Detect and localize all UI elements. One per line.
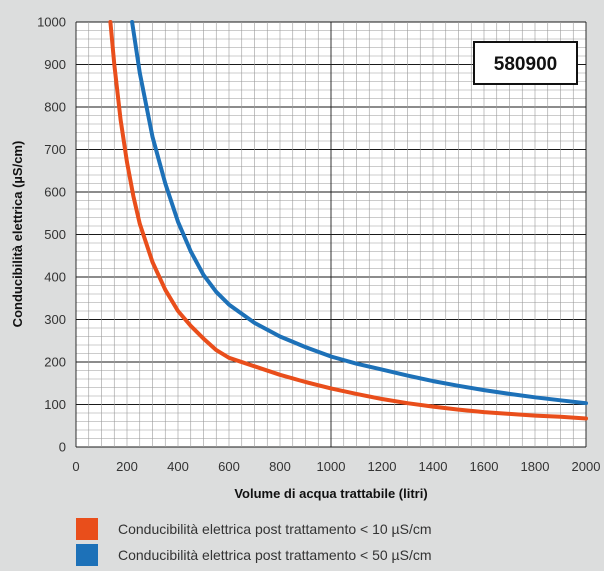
x-tick-label: 800 [269,459,291,474]
product-code: 580900 [494,54,557,75]
x-tick-label: 200 [116,459,138,474]
x-tick-label: 600 [218,459,240,474]
y-tick-label: 500 [44,227,66,242]
y-axis-title: Conducibilità elettrica (µS/cm) [10,141,25,328]
y-tick-label: 900 [44,57,66,72]
y-tick-label: 1000 [37,15,66,30]
x-tick-label: 1000 [317,459,346,474]
series-lines [108,20,588,421]
legend-item-blue: Conducibilità elettrica post trattamento… [76,544,432,566]
y-tick-label: 700 [44,142,66,157]
x-tick-label: 400 [167,459,189,474]
x-tick-label: 1800 [521,459,550,474]
x-tick-label: 2000 [572,459,601,474]
x-tick-labels: 0 200 400 600 800 1000 1200 1400 1600 1800 2000 [72,459,600,474]
legend-label: Conducibilità elettrica post trattamento… [118,521,432,537]
x-axis-title: Volume di acqua trattabile (litri) [234,486,427,501]
y-tick-label: 600 [44,185,66,200]
grid [75,21,587,448]
series-line-0 [108,20,588,421]
y-tick-label: 200 [44,355,66,370]
legend-swatch-orange [76,518,98,540]
product-code-box [473,41,578,85]
y-tick-label: 800 [44,100,66,115]
legend-swatch-blue [76,544,98,566]
series-line-1 [130,20,588,406]
x-tick-label: 0 [72,459,79,474]
y-tick-label: 400 [44,270,66,285]
y-tick-label: 100 [44,397,66,412]
x-tick-label: 1200 [368,459,397,474]
legend-item-orange: Conducibilità elettrica post trattamento… [76,518,432,540]
legend: Conducibilità elettrica post trattamento… [76,518,432,570]
x-tick-label: 1400 [419,459,448,474]
legend-label: Conducibilità elettrica post trattamento… [118,547,432,563]
y-tick-labels: 0 100 200 300 400 500 600 700 800 900 1000 [37,15,66,455]
y-tick-label: 0 [59,440,66,455]
y-tick-label: 300 [44,312,66,327]
x-tick-label: 1600 [470,459,499,474]
